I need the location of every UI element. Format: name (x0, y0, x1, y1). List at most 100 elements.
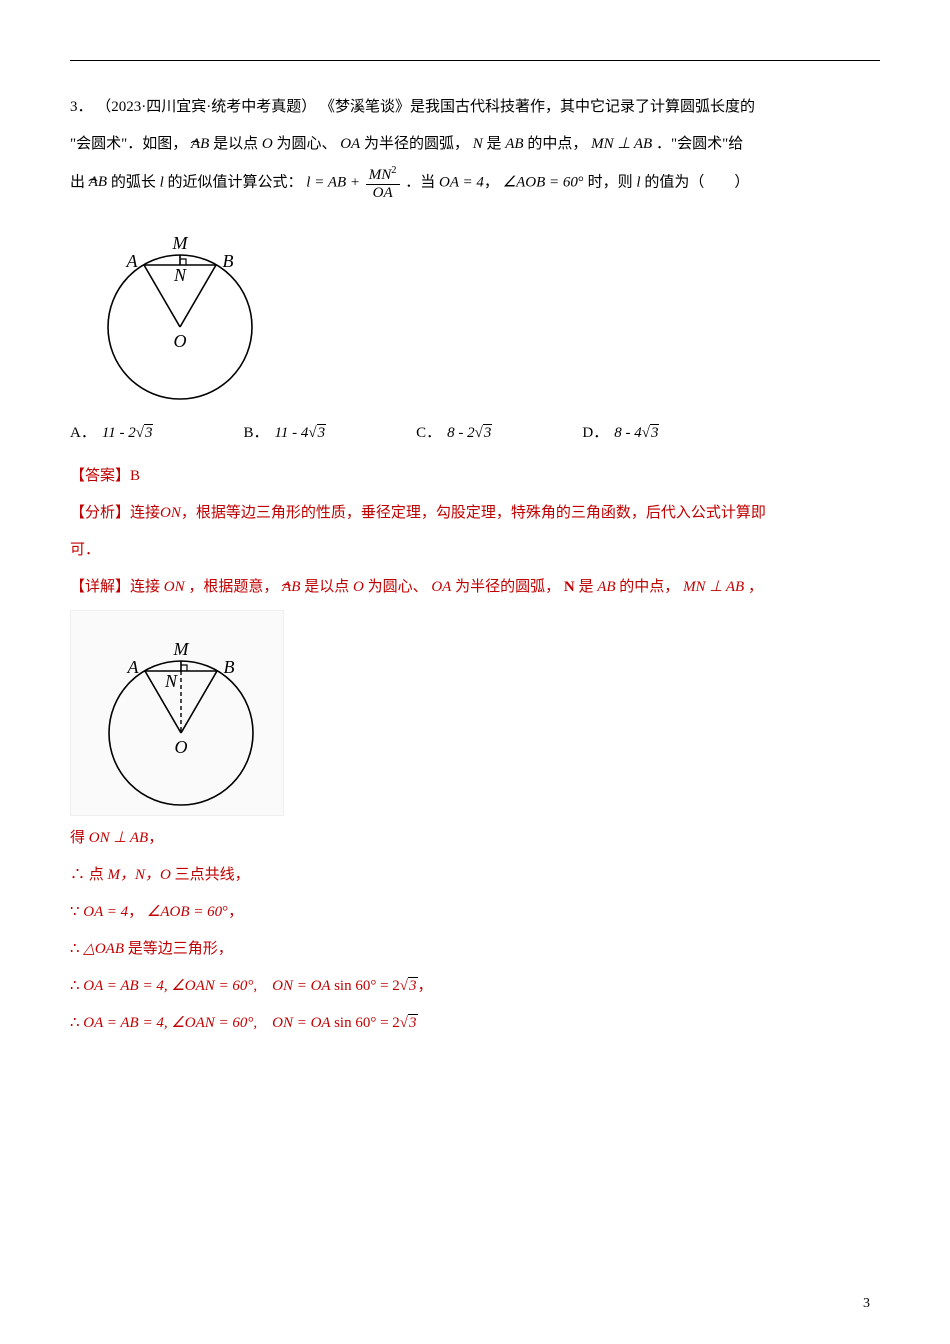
txt: ， (148, 830, 163, 846)
opt-a-rad: 3 (144, 424, 154, 441)
therefore-icon: ∴ (70, 941, 80, 957)
expr5a: OA = AB = 4, ∠OAN = 60°, ON = OA (83, 978, 330, 994)
detail-line: 【详解】连接 ON ，根据题意， ⌢AB 是以点 O 为圆心、 OA 为半径的圆… (70, 571, 880, 604)
opt-c-rad: 3 (483, 424, 493, 441)
answer-value: B (130, 468, 140, 484)
opt-d-rad: 3 (650, 424, 660, 441)
step1: 得 ON ⊥ AB， (70, 822, 880, 855)
opt-c-pre: 8 - 2 (447, 425, 475, 441)
var-oa2: OA (431, 579, 451, 595)
var-on: ON (160, 505, 181, 521)
tri-oab: △OAB (83, 941, 124, 957)
label-a: A (126, 251, 139, 271)
var-l: l (160, 174, 164, 190)
txt: ， (228, 904, 243, 920)
opt-b-pre: 11 - 4 (274, 425, 308, 441)
sup: 2 (391, 165, 396, 176)
expr5sin: sin 60° = 2 (334, 978, 400, 994)
txt: ，根据等边三角形的性质，垂径定理，勾股定理，特殊角的三角函数，后代入公式计算即 (181, 505, 766, 521)
deg: ° (578, 174, 584, 190)
top-rule (70, 60, 880, 61)
q-intro: 《梦溪笔谈》是我国古代科技著作，其中它记录了计算圆弧长度的 (320, 99, 755, 115)
answer-label: 【答案】 (70, 468, 130, 484)
txt: 是以点 (304, 579, 349, 595)
cond-oa4: OA = 4 (439, 174, 484, 190)
txt: 连接 (130, 505, 160, 521)
figure-2: M N A B O (70, 610, 284, 816)
var-o: O (262, 136, 273, 152)
var-ab: AB (505, 136, 523, 152)
var-o2: O (353, 579, 364, 595)
expr-mnperp2: MN ⊥ AB (683, 579, 744, 595)
txt: 是 (578, 579, 593, 595)
var-l2: l (636, 174, 640, 190)
txt: 连接 (130, 579, 160, 595)
because-icon: ∵ (70, 904, 80, 920)
q-source: （2023·四川宜宾·统考中考真题） (96, 99, 316, 115)
label-n2: N (164, 671, 178, 691)
txt: 为半径的圆弧， (455, 579, 560, 595)
txt: 的中点， (527, 136, 587, 152)
txt: ∴ 点 (70, 867, 104, 883)
expr-onperp: ON ⊥ AB (89, 830, 148, 846)
therefore-icon: ∴ (70, 978, 80, 994)
txt: 可． (70, 542, 100, 558)
question-line3: 出 ⌢AB 的弧长 l 的近似值计算公式： l = AB + MN2OA ．当 … (70, 165, 880, 201)
label-o: O (174, 331, 187, 351)
opt-c-label: C． (416, 417, 441, 450)
var-n-bold: N (564, 579, 575, 595)
txt: 的近似值计算公式： (168, 174, 303, 190)
txt: 时，则 (588, 174, 633, 190)
therefore-icon: ∴ (70, 1015, 80, 1031)
analysis-label: 【分析】 (70, 505, 130, 521)
txt: 的值为（ ） (644, 174, 749, 190)
txt: 是以点 (213, 136, 258, 152)
label-o2: O (175, 737, 188, 757)
answer-line: 【答案】B (70, 460, 880, 493)
expr-mnperp: MN ⊥ AB (591, 136, 652, 152)
label-a2: A (127, 657, 140, 677)
txt: 是 (486, 136, 501, 152)
analysis-line2: 可． (70, 534, 880, 567)
txt: "会圆术"．如图， (70, 136, 187, 152)
formula-lhs: l = AB + (306, 174, 363, 190)
step4: ∴ △OAB 是等边三角形， (70, 933, 880, 966)
txt: 为圆心、 (368, 579, 428, 595)
expr5rad: 3 (408, 977, 418, 994)
label-b: B (223, 251, 234, 271)
comma: ， (484, 174, 499, 190)
opt-a-label: A． (70, 417, 96, 450)
detail-label: 【详解】 (70, 579, 130, 595)
option-c: C． 8 - 2 3 (416, 417, 492, 450)
opt-d-label: D． (582, 417, 608, 450)
figure-1: M N A B O (70, 207, 880, 407)
opt-a-pre: 11 - 2 (102, 425, 136, 441)
seg-ob2 (181, 671, 217, 733)
expr6a: OA = AB = 4, ∠OAN = 60°, ON = OA (83, 1015, 330, 1031)
q-number: 3 (70, 99, 78, 115)
var-on2: ON (164, 579, 185, 595)
comma: ， (128, 904, 143, 920)
txt: 是等边三角形， (128, 941, 233, 957)
txt: 出 (70, 174, 85, 190)
label-m: M (172, 233, 189, 253)
expr-aob60: ∠AOB = 60 (147, 904, 222, 920)
txt: 三点共线， (175, 867, 250, 883)
step3: ∵ OA = 4， ∠AOB = 60°， (70, 896, 880, 929)
question-line1: 3． （2023·四川宜宾·统考中考真题） 《梦溪笔谈》是我国古代科技著作，其中… (70, 91, 880, 124)
step6: ∴ OA = AB = 4, ∠OAN = 60°, ON = OA sin 6… (70, 1007, 880, 1040)
expr-oa4: OA = 4 (83, 904, 128, 920)
opt-b-rad: 3 (317, 424, 327, 441)
formula-frac: MN2OA (366, 165, 400, 201)
question-line2: "会圆术"．如图， ⌢AB 是以点 O 为圆心、 OA 为半径的圆弧， N 是 … (70, 128, 880, 161)
den: OA (366, 185, 400, 202)
step5: ∴ OA = AB = 4, ∠OAN = 60°, ON = OA sin 6… (70, 970, 880, 1003)
label-m2: M (173, 639, 190, 659)
txt: ，根据题意， (188, 579, 278, 595)
option-a: A． 11 - 2 3 (70, 417, 153, 450)
label-b2: B (224, 657, 235, 677)
txt: 的中点， (619, 579, 679, 595)
var-oa: OA (340, 136, 360, 152)
right-angle-icon2 (181, 665, 187, 671)
txt: 为半径的圆弧， (364, 136, 469, 152)
